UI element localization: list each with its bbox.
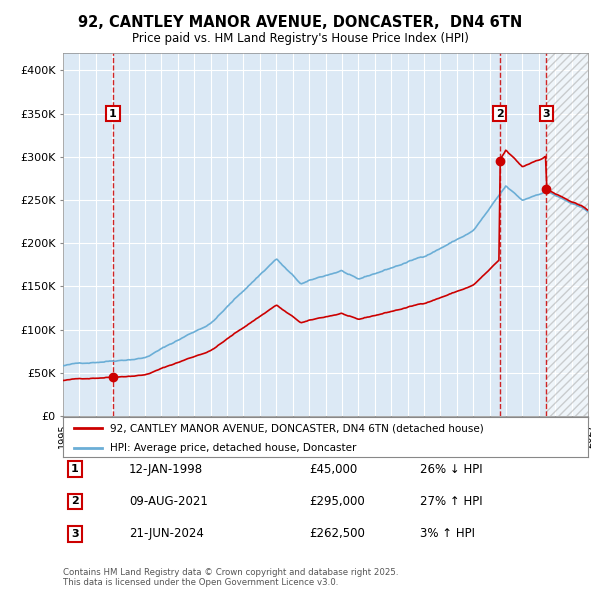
Text: 2: 2	[71, 497, 79, 506]
Text: 09-AUG-2021: 09-AUG-2021	[129, 495, 208, 508]
Text: Contains HM Land Registry data © Crown copyright and database right 2025.
This d: Contains HM Land Registry data © Crown c…	[63, 568, 398, 587]
Text: 27% ↑ HPI: 27% ↑ HPI	[420, 495, 482, 508]
Text: Price paid vs. HM Land Registry's House Price Index (HPI): Price paid vs. HM Land Registry's House …	[131, 32, 469, 45]
Bar	[547, 53, 588, 416]
Text: 92, CANTLEY MANOR AVENUE, DONCASTER, DN4 6TN (detached house): 92, CANTLEY MANOR AVENUE, DONCASTER, DN4…	[110, 424, 484, 434]
Text: 3: 3	[542, 109, 550, 119]
Text: 92, CANTLEY MANOR AVENUE, DONCASTER,  DN4 6TN: 92, CANTLEY MANOR AVENUE, DONCASTER, DN4…	[78, 15, 522, 30]
Text: 3% ↑ HPI: 3% ↑ HPI	[420, 527, 475, 540]
Text: 26% ↓ HPI: 26% ↓ HPI	[420, 463, 482, 476]
Text: 2: 2	[496, 109, 503, 119]
Text: 12-JAN-1998: 12-JAN-1998	[129, 463, 203, 476]
Text: £262,500: £262,500	[309, 527, 365, 540]
Text: £45,000: £45,000	[309, 463, 357, 476]
Text: 21-JUN-2024: 21-JUN-2024	[129, 527, 204, 540]
Text: HPI: Average price, detached house, Doncaster: HPI: Average price, detached house, Donc…	[110, 444, 356, 454]
Text: 3: 3	[71, 529, 79, 539]
Text: 1: 1	[71, 464, 79, 474]
Text: 1: 1	[109, 109, 117, 119]
Text: £295,000: £295,000	[309, 495, 365, 508]
